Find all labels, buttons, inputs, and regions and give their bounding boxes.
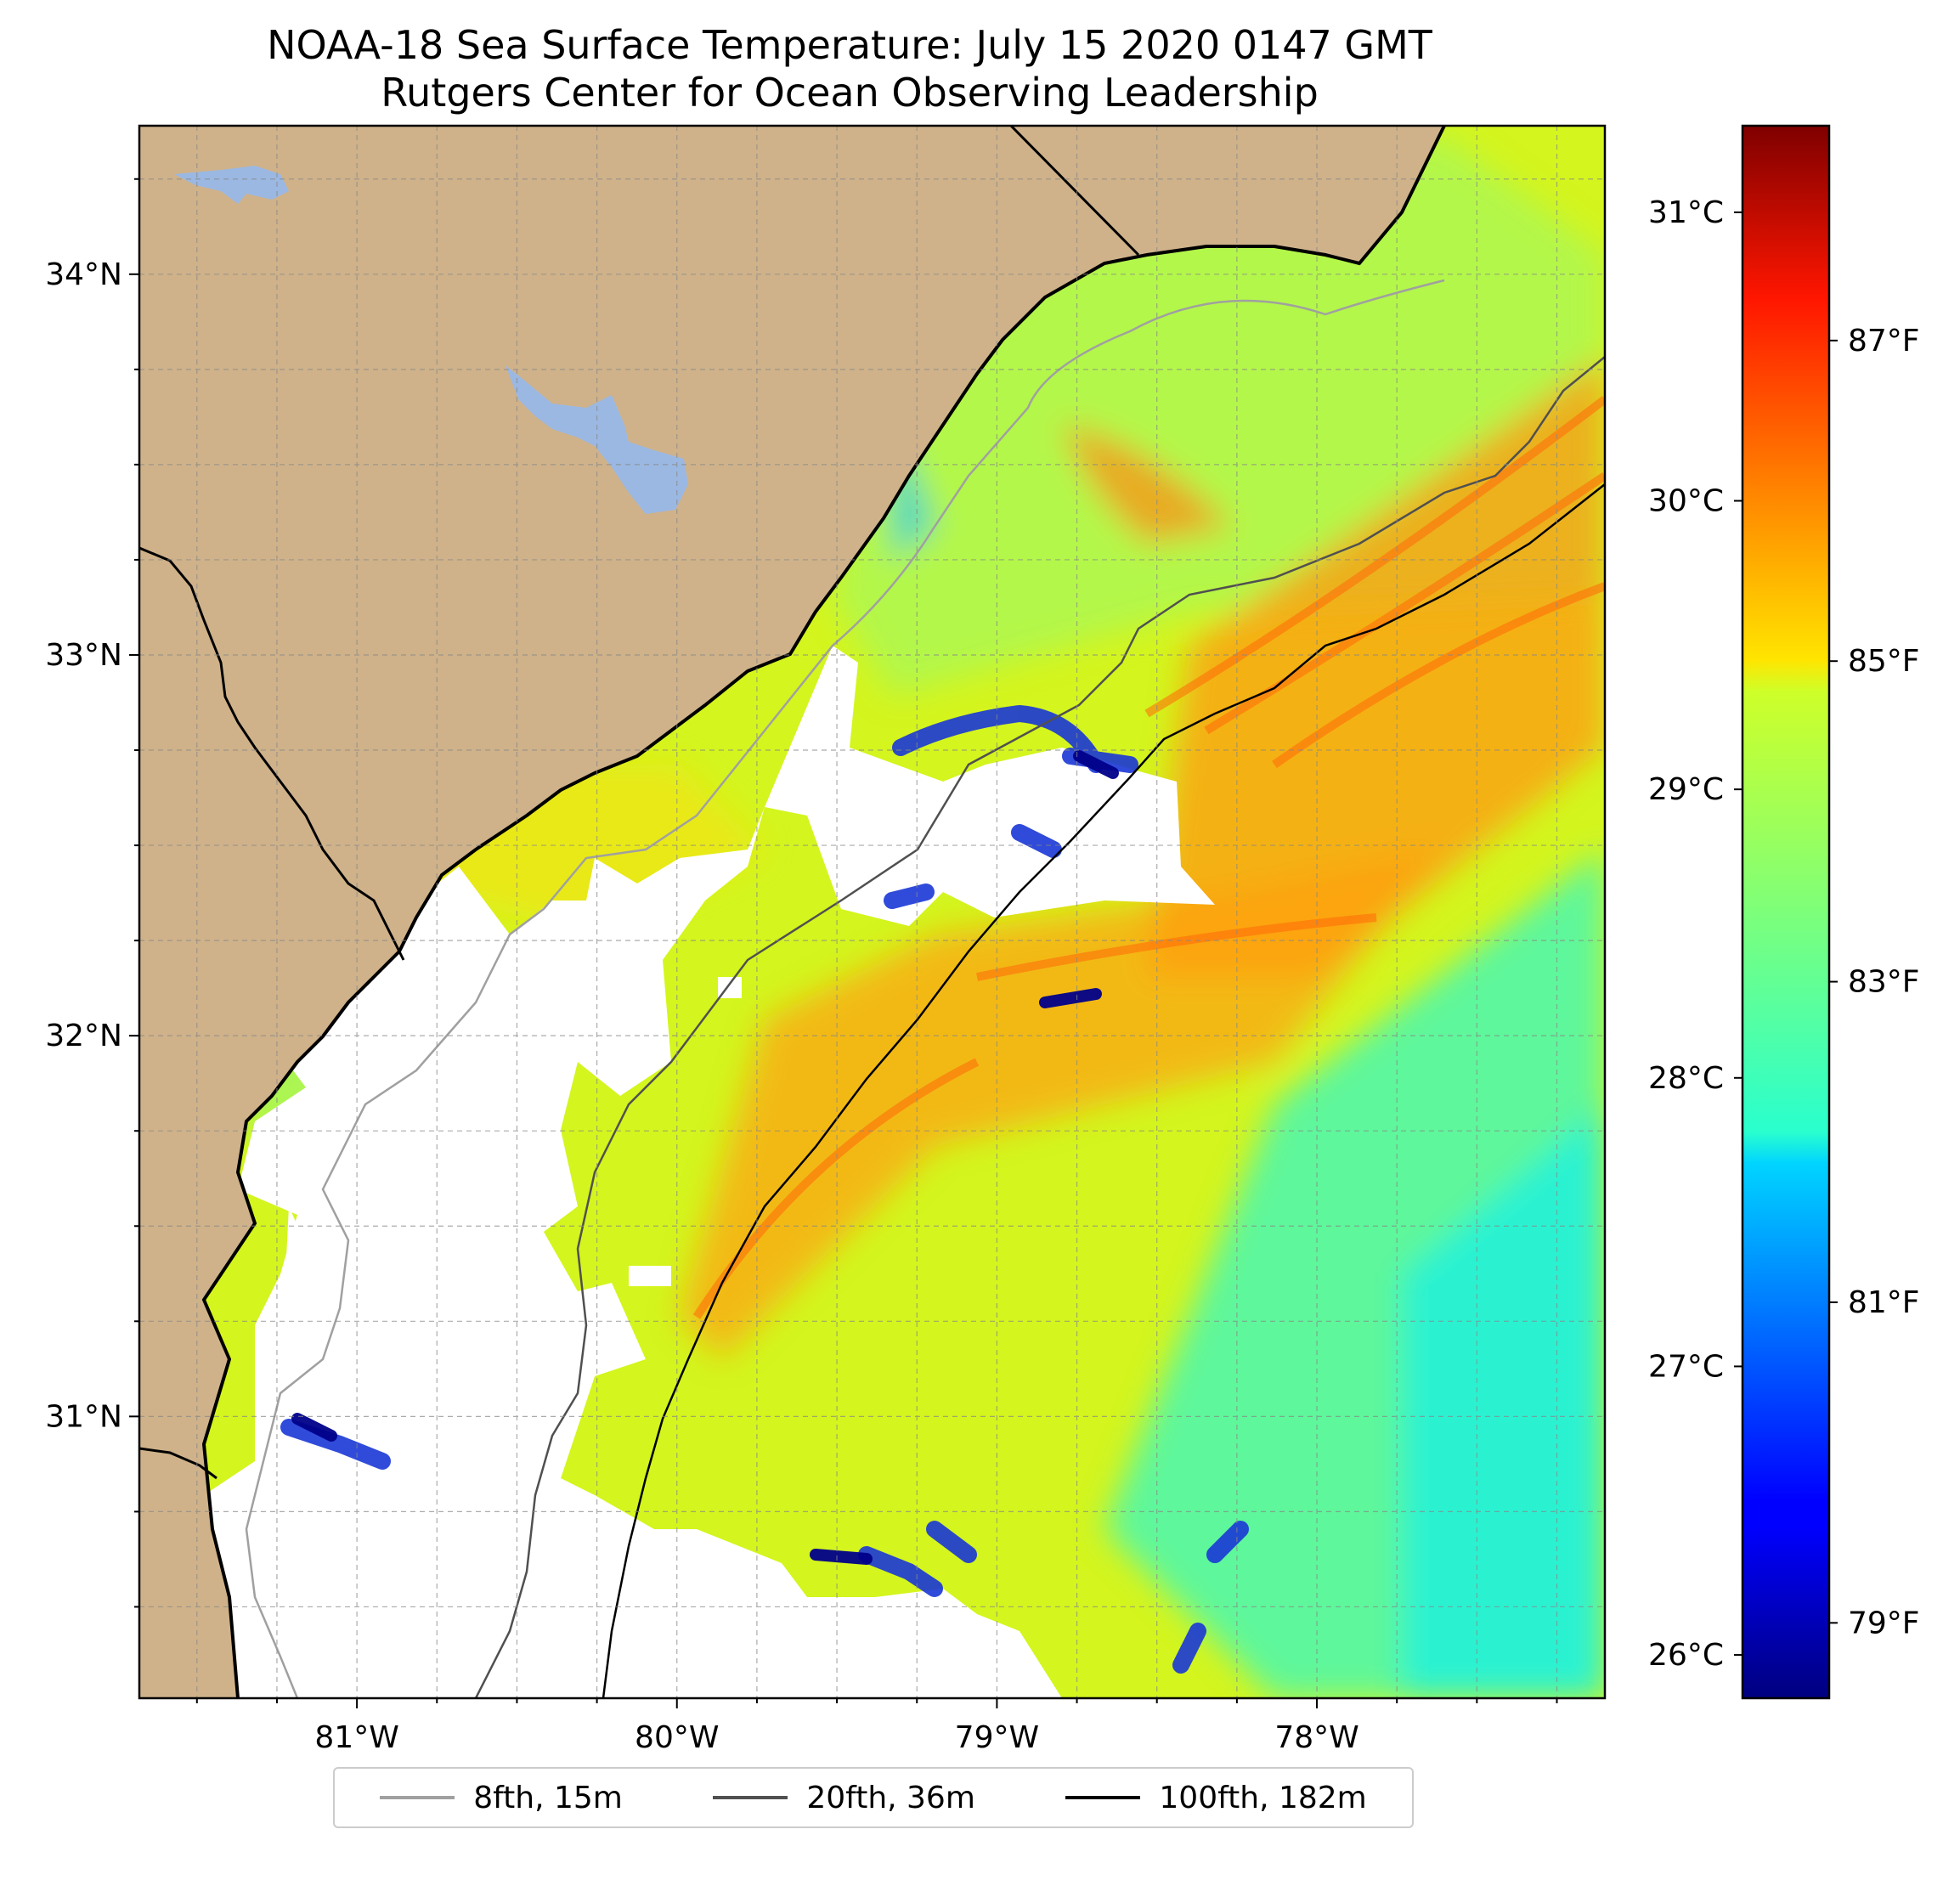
isobath-20fth — [474, 356, 1605, 1698]
lakes — [174, 166, 688, 514]
fahrenheit-tick-label: 83°F — [1848, 965, 1920, 1000]
deep-cold-spots — [291, 750, 1119, 1565]
legend-item-100fth: 100fth, 182m — [1065, 1780, 1367, 1815]
isobath-100fth — [602, 483, 1605, 1698]
fahrenheit-tick-label: 87°F — [1848, 324, 1920, 358]
isobath-8fth — [245, 279, 1445, 1698]
lon-tick-label: 80°W — [635, 1720, 719, 1755]
map-title: NOAA-18 Sea Surface Temperature: July 15… — [267, 22, 1432, 68]
map-frame — [138, 124, 1607, 1700]
map-gridlines — [139, 126, 1605, 1698]
celsius-tick-label: 28°C — [1648, 1061, 1724, 1096]
warm-filaments — [692, 396, 1605, 1319]
isobath-legend: 8fth, 15m 20fth, 36m 100fth, 182m — [333, 1767, 1414, 1828]
celsius-tick-label: 31°C — [1648, 195, 1724, 230]
legend-label-100fth: 100fth, 182m — [1159, 1780, 1367, 1815]
latitude-ticks: 34°N 33°N 32°N 31°N — [45, 178, 139, 1608]
celsius-tick-label: 26°C — [1648, 1638, 1724, 1673]
fahrenheit-tick-label: 79°F — [1848, 1606, 1920, 1640]
lat-tick-label: 34°N — [45, 257, 122, 292]
lat-tick-label: 33°N — [45, 638, 122, 673]
legend-item-20fth: 20fth, 36m — [713, 1781, 975, 1815]
coastline — [201, 126, 1446, 1698]
legend-item-8fth: 8fth, 15m — [380, 1781, 623, 1815]
celsius-tick-label: 29°C — [1648, 772, 1724, 807]
lon-tick-label: 78°W — [1274, 1720, 1358, 1755]
celsius-tick-label: 27°C — [1648, 1349, 1724, 1384]
map-subtitle: Rutgers Center for Ocean Observing Leade… — [381, 70, 1319, 116]
legend-swatch-8fth — [380, 1796, 455, 1799]
map-area — [139, 126, 1605, 1698]
longitude-ticks: 81°W 80°W 79°W 78°W — [195, 1698, 1558, 1755]
land — [139, 126, 1444, 1698]
lon-tick-label: 81°W — [314, 1720, 398, 1755]
colorbar-celsius-ticks: 26°C 27°C 28°C 29°C 30°C 31°C — [1648, 195, 1743, 1673]
celsius-tick-label: 30°C — [1648, 484, 1724, 519]
colorbar-fahrenheit-ticks: 79°F 81°F 83°F 85°F 87°F — [1829, 324, 1920, 1640]
legend-label-8fth: 8fth, 15m — [473, 1780, 623, 1815]
state-borders — [139, 126, 1140, 1480]
lon-tick-label: 79°W — [955, 1720, 1039, 1755]
lat-tick-label: 32°N — [45, 1019, 122, 1053]
colorbar — [1741, 124, 1831, 1700]
fahrenheit-tick-label: 81°F — [1848, 1285, 1920, 1320]
fahrenheit-tick-label: 85°F — [1848, 644, 1920, 679]
legend-swatch-20fth — [713, 1796, 788, 1799]
legend-swatch-100fth — [1065, 1796, 1141, 1799]
legend-label-20fth: 20fth, 36m — [806, 1780, 975, 1815]
lat-tick-label: 31°N — [45, 1399, 122, 1434]
